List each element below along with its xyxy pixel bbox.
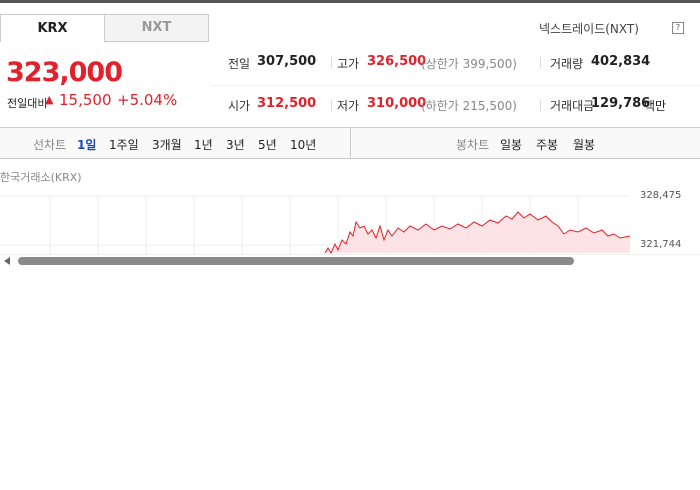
tab[interactable]: KRX [0,14,105,42]
candle-chart-label: 봉차트 [456,138,490,152]
price: 323,000 [6,57,123,88]
change-amount: 15,500 [59,91,112,109]
stat-label: 거래량 [550,57,584,71]
price-line [324,211,631,255]
separator [540,57,541,69]
stat-value: 129,786 [591,96,651,111]
grid [0,195,630,255]
candle-button[interactable]: 일봉 [500,138,523,152]
period-button[interactable]: 1일 [77,138,97,152]
stat-label: 거래대금 [550,99,595,113]
help-icon[interactable]: ? [672,22,684,34]
price-area [325,212,630,253]
tab[interactable]: NXT [104,14,209,42]
period-button[interactable]: 5년 [258,138,277,152]
stat-value: 326,500 [367,54,427,69]
change-label: 전일대비 [7,97,48,110]
stat-label: 고가 [337,57,360,71]
period-bar [0,127,351,159]
stat-value: 312,500 [257,96,317,111]
stat-value: 310,000 [367,96,427,111]
top-border [0,0,700,3]
divider [210,85,700,86]
period-button[interactable]: 1주일 [109,138,139,152]
stat-label: 시가 [228,99,251,113]
candle-button[interactable]: 주봉 [536,138,559,152]
stat-value: 307,500 [257,54,317,69]
stat-note: (상한가 399,500) [421,57,517,71]
stat-value: 402,834 [591,54,651,69]
period-button[interactable]: 3개월 [152,138,182,152]
separator [331,57,332,69]
stat-unit: 백만 [644,99,667,113]
candle-button[interactable]: 월봉 [573,138,596,152]
up-arrow: ▲ [45,93,54,106]
stat-label: 저가 [337,99,360,113]
nxt-link[interactable]: 넥스트레이드(NXT) [539,22,639,36]
exchange-label: 한국거래소(KRX) [0,171,82,184]
line-chart-label: 선차트 [33,138,67,152]
change-percent: +5.04% [117,91,178,109]
mini-chart [0,195,631,255]
scroll-left[interactable] [4,257,10,265]
separator [331,99,332,111]
stat-note: (하한가 215,500) [421,99,517,113]
axis-label: 321,744 [640,239,682,250]
period-button[interactable]: 10년 [290,138,317,152]
separator [540,99,541,111]
period-button[interactable]: 3년 [226,138,245,152]
period-button[interactable]: 1년 [194,138,213,152]
candle-bar [351,127,700,159]
scroll-thumb[interactable] [18,257,574,265]
axis-label: 328,475 [640,190,682,201]
stat-label: 전일 [228,57,251,71]
